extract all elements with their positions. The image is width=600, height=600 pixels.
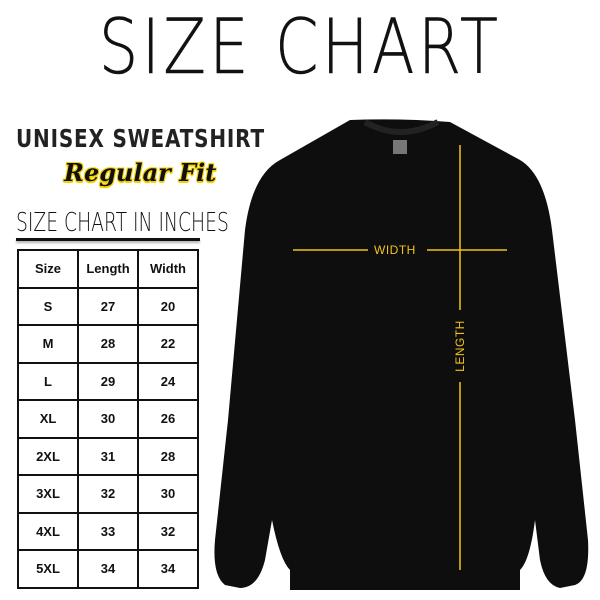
table-cell: 5XL [17,549,79,589]
table-row: S 27 20 [17,286,199,326]
table-cell: 32 [137,511,199,551]
table-cell: 3XL [17,474,79,514]
divider [16,238,200,241]
table-cell: 31 [77,436,139,476]
table-cell: 27 [77,286,139,326]
table-cell: 22 [137,324,199,364]
header-row: Size Length Width [17,249,199,289]
fit-label: Regular Fit [64,158,217,187]
table-cell: M [17,324,79,364]
table-row: 5XL 34 34 [17,549,199,589]
table-cell: 29 [77,361,139,401]
table-row: L 29 24 [17,361,199,401]
width-label: WIDTH [374,243,416,257]
page-title: SIZE CHART [98,2,502,92]
length-label: LENGTH [452,320,467,372]
table-row: 3XL 32 30 [17,474,199,514]
header-cell: Width [137,249,199,289]
table-cell: 30 [77,399,139,439]
table-cell: 34 [137,549,199,589]
table-row: XL 30 26 [17,399,199,439]
table-cell: 32 [77,474,139,514]
table-cell: 4XL [17,511,79,551]
table-cell: 2XL [17,436,79,476]
table-cell: L [17,361,79,401]
table-row: 2XL 31 28 [17,436,199,476]
size-table: Size Length Width S 27 20 M 28 22 L 29 24 XL 30 26 2XL 3… [17,249,199,589]
table-cell: XL [17,399,79,439]
table-cell: 33 [77,511,139,551]
table-cell: 26 [137,399,199,439]
table-cell: 34 [77,549,139,589]
table-cell: 30 [137,474,199,514]
table-cell: 28 [137,436,199,476]
table-row: 4XL 33 32 [17,511,199,551]
header-cell: Length [77,249,139,289]
table-row: M 28 22 [17,324,199,364]
table-title: SIZE CHART IN INCHES [16,208,229,238]
tag [393,140,407,154]
table-cell: 28 [77,324,139,364]
table-cell: S [17,286,79,326]
header-cell: Size [17,249,79,289]
product-name: UNISEX SWEATSHIRT [16,124,265,153]
table-cell: 20 [137,286,199,326]
table-cell: 24 [137,361,199,401]
